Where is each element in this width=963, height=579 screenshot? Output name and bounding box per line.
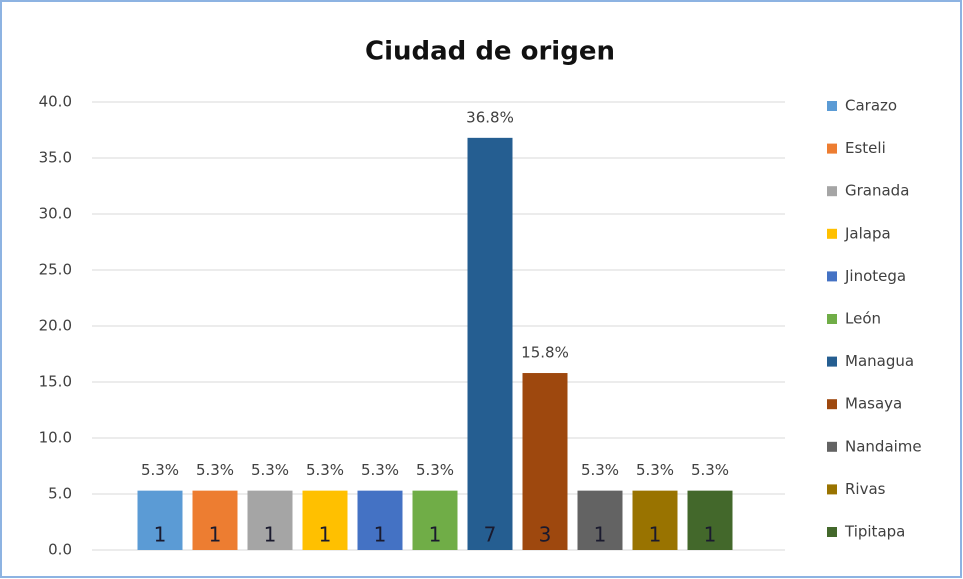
legend-label: Granada — [845, 182, 909, 200]
value-label: 36.8% — [466, 108, 514, 126]
legend-label: Jinotega — [844, 267, 906, 285]
count-label: 1 — [429, 523, 442, 547]
legend-swatch — [827, 356, 837, 367]
count-label: 1 — [704, 523, 717, 547]
legend-label: Esteli — [845, 139, 886, 157]
y-tick-label: 35.0 — [39, 149, 72, 167]
bar — [247, 490, 293, 550]
y-tick-label: 15.0 — [39, 373, 72, 391]
legend-swatch — [827, 228, 837, 239]
y-tick-label: 20.0 — [39, 317, 72, 335]
chart-title: Ciudad de origen — [365, 37, 615, 67]
count-label: 1 — [264, 523, 277, 547]
bar — [522, 373, 568, 550]
value-label: 5.3% — [251, 461, 289, 479]
legend-label: Managua — [845, 352, 914, 370]
count-label: 1 — [209, 523, 222, 547]
value-label: 5.3% — [306, 461, 344, 479]
count-label: 1 — [374, 523, 387, 547]
bar — [192, 490, 238, 550]
legend-swatch — [827, 101, 837, 111]
count-label: 1 — [649, 523, 662, 547]
bar — [357, 490, 403, 550]
count-label: 1 — [154, 523, 167, 547]
bar — [632, 490, 678, 550]
legend-swatch — [827, 143, 837, 154]
value-label: 5.3% — [636, 461, 674, 479]
count-label: 7 — [484, 523, 497, 547]
bar — [137, 490, 183, 550]
count-label: 1 — [594, 523, 607, 547]
value-label: 5.3% — [196, 461, 234, 479]
value-label: 5.3% — [581, 461, 619, 479]
y-tick-label: 5.0 — [48, 485, 72, 503]
y-tick-label: 10.0 — [39, 429, 72, 447]
legend-label: León — [845, 310, 881, 328]
bar — [687, 490, 733, 550]
count-label: 1 — [319, 523, 332, 547]
legend-swatch — [827, 186, 837, 197]
bar — [467, 137, 513, 550]
legend-swatch — [827, 441, 837, 452]
value-label: 5.3% — [141, 461, 179, 479]
legend-label: Tipitapa — [844, 523, 905, 541]
legend-swatch — [827, 271, 837, 282]
legend-swatch — [827, 314, 837, 324]
y-tick-label: 0.0 — [48, 541, 72, 559]
legend-label: Rivas — [845, 480, 886, 498]
bar — [412, 490, 458, 550]
legend-swatch — [827, 484, 837, 495]
value-label: 15.8% — [521, 344, 569, 362]
value-label: 5.3% — [416, 461, 454, 479]
bar — [577, 490, 623, 550]
y-tick-label: 30.0 — [39, 205, 72, 223]
legend-label: Masaya — [845, 395, 902, 413]
count-label: 3 — [539, 523, 552, 547]
legend-label: Carazo — [845, 97, 897, 115]
legend-swatch — [827, 399, 837, 410]
value-label: 5.3% — [691, 461, 729, 479]
y-tick-label: 40.0 — [39, 93, 72, 111]
value-label: 5.3% — [361, 461, 399, 479]
y-tick-label: 25.0 — [39, 261, 72, 279]
legend-label: Nandaime — [845, 437, 922, 455]
bar — [302, 490, 348, 550]
legend-swatch — [827, 527, 837, 537]
legend-label: Jalapa — [844, 224, 891, 242]
